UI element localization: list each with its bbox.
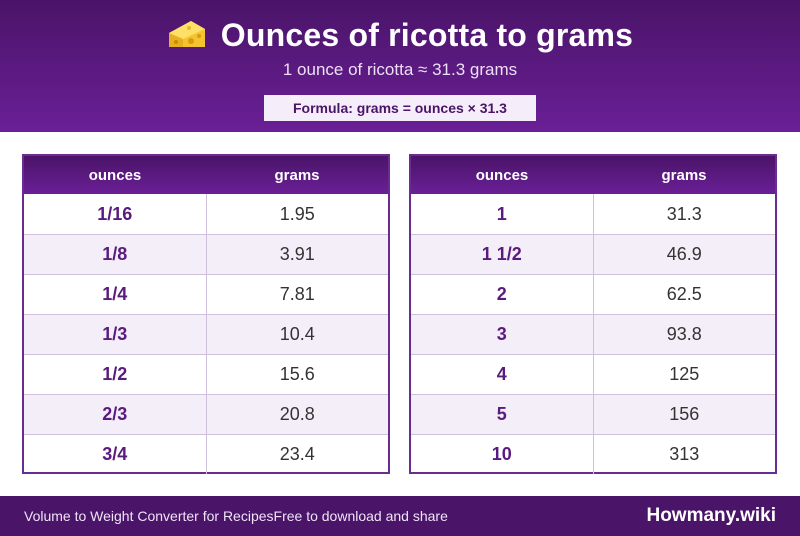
ounces-cell: 4 bbox=[411, 355, 594, 394]
table-row: 1 31.3 bbox=[411, 194, 775, 234]
table-row: 3/4 23.4 bbox=[24, 434, 388, 474]
footer-converter-text: Volume to Weight Converter for Recipes bbox=[24, 508, 274, 524]
ounces-cell: 1 bbox=[411, 194, 594, 234]
table-row: 3 93.8 bbox=[411, 314, 775, 354]
footer-tagline: Volume to Weight Converter for Recipes Fr… bbox=[24, 496, 448, 536]
table-body: 1 31.3 1 1/2 46.9 2 62.5 3 93.8 4 125 5 … bbox=[411, 194, 775, 474]
conversion-table-large: ounces grams 1 31.3 1 1/2 46.9 2 62.5 3 … bbox=[409, 154, 777, 474]
ounces-cell: 1/4 bbox=[24, 275, 207, 314]
ounces-cell: 3 bbox=[411, 315, 594, 354]
table-row: 1/8 3.91 bbox=[24, 234, 388, 274]
grams-cell: 313 bbox=[669, 444, 700, 464]
ounces-cell: 10 bbox=[411, 435, 594, 474]
ounces-cell: 1/8 bbox=[24, 235, 207, 274]
column-header-grams: grams bbox=[661, 166, 707, 184]
table-row: 4 125 bbox=[411, 354, 775, 394]
table-header: ounces grams bbox=[24, 156, 388, 194]
grams-cell: 15.6 bbox=[279, 364, 315, 384]
grams-cell: 46.9 bbox=[666, 244, 702, 264]
grams-cell: 3.91 bbox=[279, 244, 315, 264]
grams-cell: 1.95 bbox=[279, 203, 315, 224]
grams-cell: 20.8 bbox=[279, 404, 315, 424]
title-row: Ounces of ricotta to grams bbox=[0, 14, 800, 56]
grams-cell: 23.4 bbox=[279, 444, 315, 464]
column-header-ounces: ounces bbox=[475, 166, 529, 184]
conversion-table-small: ounces grams 1/16 1.95 1/8 3.91 1/4 7.81… bbox=[22, 154, 390, 474]
grams-cell: 62.5 bbox=[666, 284, 702, 304]
ounces-cell: 2/3 bbox=[24, 395, 207, 434]
table-row: 1/4 7.81 bbox=[24, 274, 388, 314]
table-row: 1 1/2 46.9 bbox=[411, 234, 775, 274]
ounces-cell: 1/3 bbox=[24, 315, 207, 354]
grams-cell: 10.4 bbox=[279, 324, 315, 344]
table-row: 2 62.5 bbox=[411, 274, 775, 314]
page-subtitle: 1 ounce of ricotta ≈ 31.3 grams bbox=[282, 60, 518, 79]
ounces-cell: 1 1/2 bbox=[411, 235, 594, 274]
grams-cell: 156 bbox=[669, 404, 700, 424]
column-header-ounces: ounces bbox=[88, 166, 142, 184]
cheese-icon bbox=[167, 17, 207, 53]
formula-badge: Formula: grams = ounces × 31.3 bbox=[264, 95, 536, 121]
table-header: ounces grams bbox=[411, 156, 775, 194]
header: Ounces of ricotta to grams 1 ounce of ri… bbox=[0, 0, 800, 132]
grams-cell: 7.81 bbox=[279, 284, 315, 304]
table-row: 1/2 15.6 bbox=[24, 354, 388, 394]
ounces-cell: 3/4 bbox=[24, 435, 207, 474]
grams-cell: 125 bbox=[669, 364, 700, 384]
ounces-cell: 1/2 bbox=[24, 355, 207, 394]
table-row: 2/3 20.8 bbox=[24, 394, 388, 434]
grams-cell: 31.3 bbox=[666, 203, 702, 224]
grams-cell: 93.8 bbox=[666, 324, 702, 344]
brand-logo-text[interactable]: Howmany.wiki bbox=[646, 505, 776, 526]
ounces-cell: 5 bbox=[411, 395, 594, 434]
table-row: 1/16 1.95 bbox=[24, 194, 388, 234]
column-header-grams: grams bbox=[274, 166, 320, 184]
ounces-cell: 1/16 bbox=[24, 194, 207, 234]
table-row: 1/3 10.4 bbox=[24, 314, 388, 354]
ounces-cell: 2 bbox=[411, 275, 594, 314]
footer-share-text: Free to download and share bbox=[273, 508, 448, 524]
table-row: 10 313 bbox=[411, 434, 775, 474]
footer: Volume to Weight Converter for Recipes Fr… bbox=[0, 496, 800, 536]
page-title: Ounces of ricotta to grams bbox=[220, 16, 634, 53]
table-body: 1/16 1.95 1/8 3.91 1/4 7.81 1/3 10.4 1/2… bbox=[24, 194, 388, 474]
table-row: 5 156 bbox=[411, 394, 775, 434]
